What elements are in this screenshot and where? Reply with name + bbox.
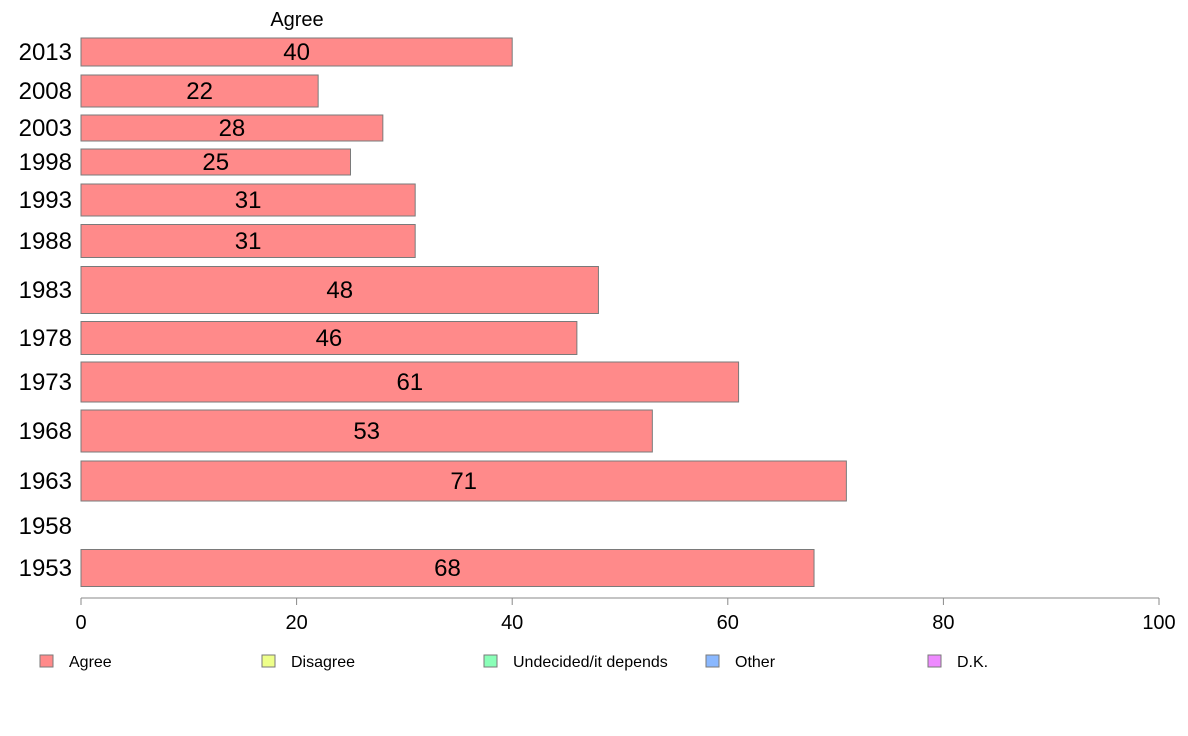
- category-label: 2013: [19, 39, 72, 66]
- data-label: 61: [396, 369, 423, 396]
- data-label: 31: [235, 187, 262, 214]
- bar: [80, 224, 416, 258]
- data-label: 25: [202, 149, 229, 176]
- bar: [80, 266, 599, 314]
- category-label: 2003: [19, 115, 72, 142]
- data-label: 31: [235, 228, 262, 255]
- bar: [80, 321, 578, 355]
- x-tick-label: 40: [501, 612, 523, 634]
- legend-swatch: [483, 654, 498, 668]
- column-header: Agree: [270, 9, 323, 31]
- bar: [80, 37, 513, 67]
- x-tick-label: 0: [75, 612, 86, 634]
- x-tick-label: 80: [932, 612, 954, 634]
- data-label: 48: [326, 277, 353, 304]
- category-label: 1978: [19, 325, 72, 352]
- data-label: 46: [316, 325, 343, 352]
- legend-swatch: [927, 654, 942, 668]
- legend-swatch: [705, 654, 720, 668]
- bar: [80, 74, 319, 108]
- legend-swatch: [261, 654, 276, 668]
- data-label: 22: [186, 78, 213, 105]
- bar: [80, 460, 847, 502]
- x-tick-label: 100: [1142, 612, 1175, 634]
- bar: [80, 148, 351, 176]
- category-label: 1988: [19, 228, 72, 255]
- category-label: 1993: [19, 187, 72, 214]
- category-labels: 2013 2008 2003 1998 1993 1988 1983 1978 1973 1968…: [19, 39, 72, 582]
- category-label: 1973: [19, 369, 72, 396]
- legend-label: Undecided/it depends: [513, 654, 668, 671]
- x-tick-label: 20: [285, 612, 307, 634]
- legend-label: Other: [735, 654, 776, 671]
- legend-label: Disagree: [291, 654, 355, 671]
- category-label: 1983: [19, 277, 72, 304]
- x-axis: 0 20 40 60 80 100: [75, 597, 1176, 634]
- category-label: 1958: [19, 513, 72, 540]
- bar: [80, 361, 740, 403]
- data-label: 40: [283, 39, 310, 66]
- x-tick-label: 60: [717, 612, 739, 634]
- category-label: 1968: [19, 418, 72, 445]
- bar: [80, 114, 384, 142]
- legend-label: Agree: [69, 654, 112, 671]
- data-label: 68: [434, 555, 461, 582]
- legend-swatch: [39, 654, 54, 668]
- bar: [80, 549, 815, 587]
- bar: [80, 409, 653, 453]
- bar: [80, 183, 416, 217]
- legend: Agree Disagree Undecided/it depends Other D.…: [39, 654, 988, 671]
- category-label: 2008: [19, 78, 72, 105]
- data-label: 53: [353, 418, 380, 445]
- category-label: 1953: [19, 555, 72, 582]
- category-label: 1963: [19, 468, 72, 495]
- data-label: 71: [450, 468, 477, 495]
- legend-label: D.K.: [957, 654, 988, 671]
- category-label: 1998: [19, 149, 72, 176]
- data-label: 28: [219, 115, 246, 142]
